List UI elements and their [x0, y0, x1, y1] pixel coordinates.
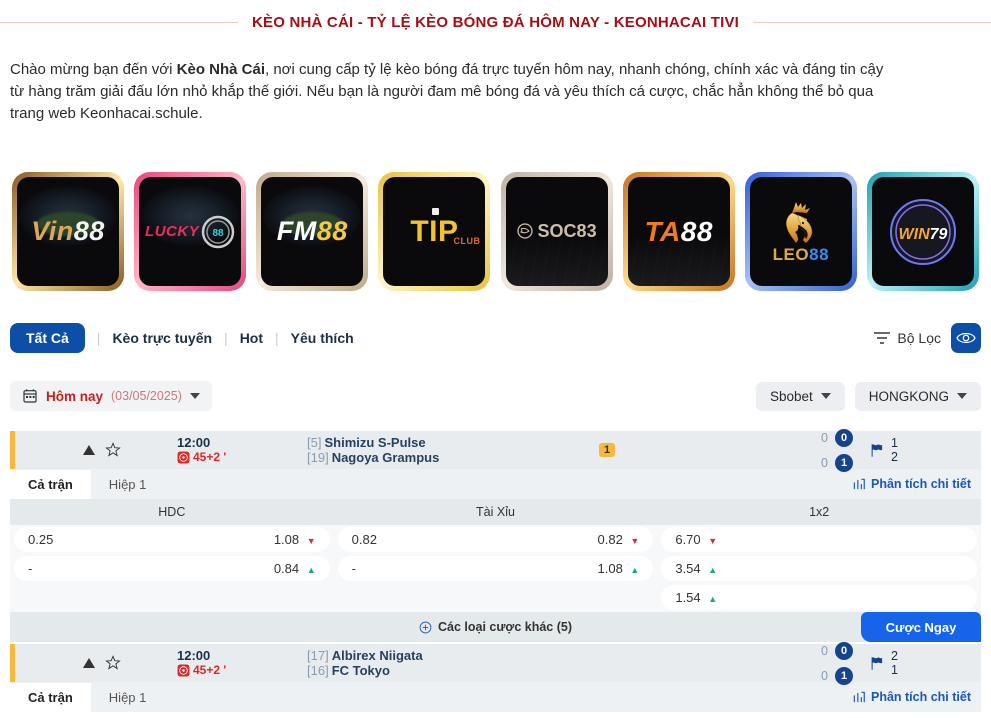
svg-text:88: 88	[213, 228, 225, 239]
svg-text:WIN79: WIN79	[899, 226, 948, 243]
